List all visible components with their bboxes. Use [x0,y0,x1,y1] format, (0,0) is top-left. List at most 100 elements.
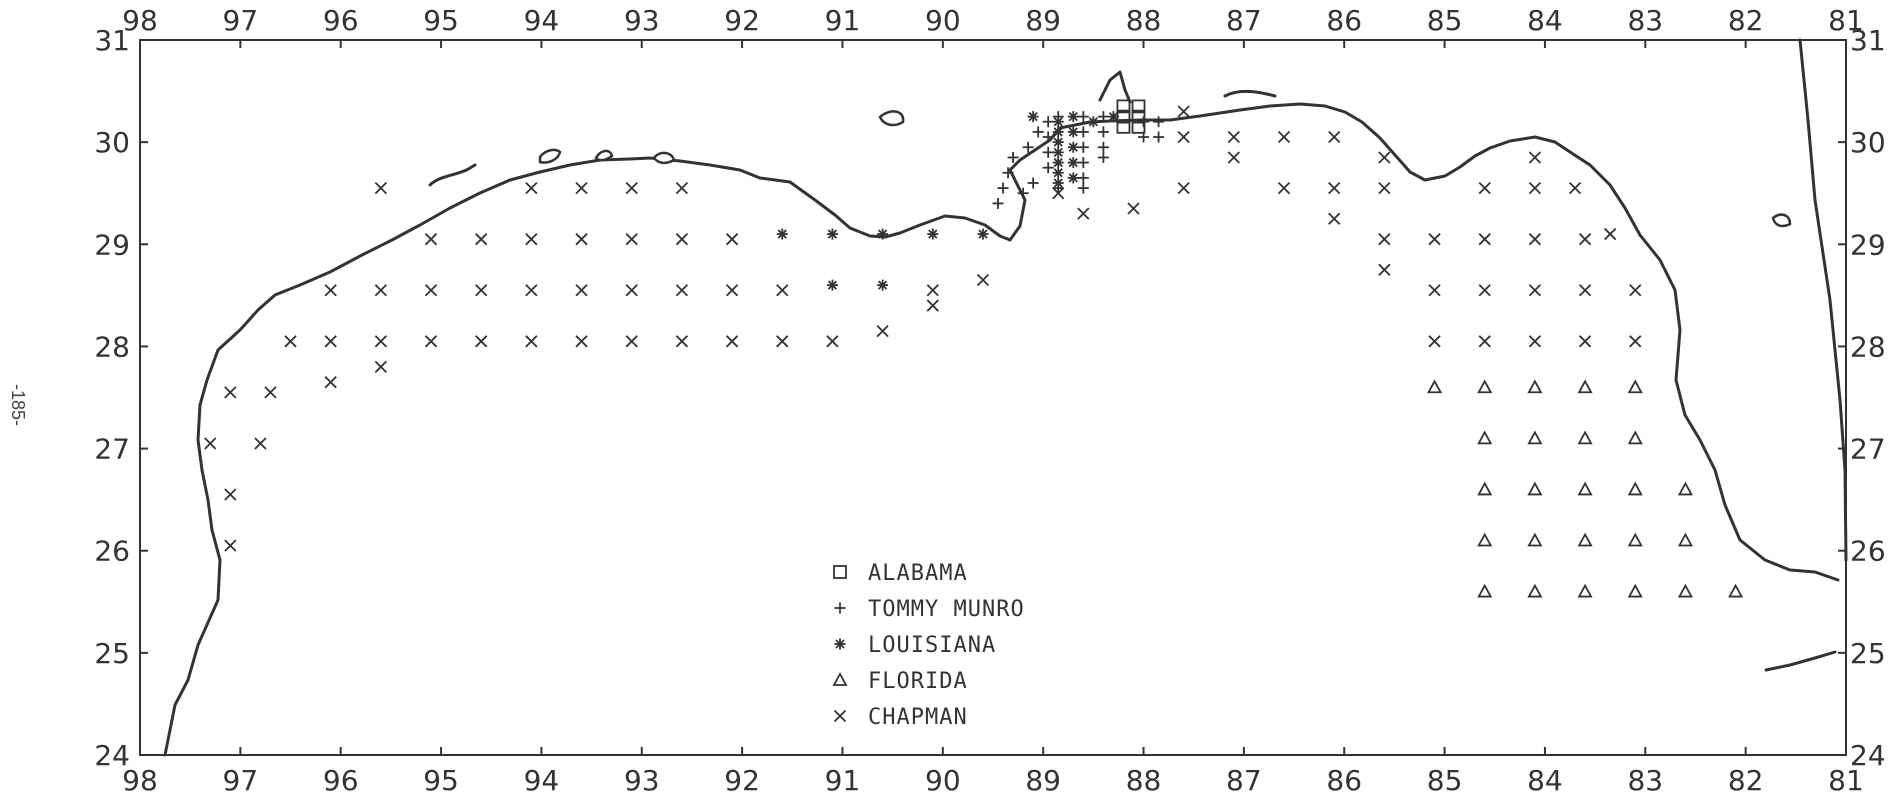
station-marker [1528,151,1542,164]
station-marker [826,279,838,291]
station-marker [1017,187,1029,199]
legend-symbol-triangle [832,672,848,686]
y-tick-label-left: 25 [94,637,130,670]
station-marker [877,279,889,291]
x-tick-label-top: 91 [825,4,861,37]
legend-label: TOMMY MUNRO [868,597,1025,622]
station-marker [1527,583,1543,598]
station-marker [1116,119,1131,134]
station-marker [1153,116,1165,128]
legend-label: FLORIDA [868,669,968,694]
x-tick-label-bottom: 81 [1828,764,1864,797]
station-marker [1107,111,1119,123]
station-marker [1378,263,1391,276]
station-marker [525,233,538,246]
station-marker [1478,284,1491,297]
x-tick-label-top: 84 [1527,4,1563,37]
station-marker [1116,99,1131,114]
x-tick-label-bottom: 85 [1427,764,1463,797]
station-marker [1527,481,1543,496]
x-tick-label-bottom: 98 [122,764,158,797]
x-tick-label-bottom: 91 [825,764,861,797]
station-marker [1052,116,1064,128]
station-marker [224,539,237,552]
station-marker [725,335,739,348]
station-points [204,99,1744,598]
x-tick-label-top: 83 [1627,4,1663,37]
station-marker [1627,481,1643,496]
station-marker [776,284,789,297]
station-marker [625,233,638,246]
station-marker [1077,141,1089,153]
station-marker [1477,481,1493,496]
station-marker [926,284,939,297]
station-marker [1677,532,1693,547]
legend-label: CHAPMAN [868,705,968,730]
station-marker [1627,583,1643,598]
station-marker [424,284,438,297]
series-tommy-munro [992,111,1165,209]
station-marker [1378,181,1391,195]
x-tick-label-top: 88 [1126,4,1162,37]
x-tick-label-bottom: 88 [1126,764,1162,797]
y-tick-label-left: 30 [94,126,130,159]
station-marker [1428,335,1441,348]
station-marker [1042,146,1054,158]
y-axis-right: 31 30 29 28 27 26 25 24 [1838,24,1886,772]
station-marker [977,228,989,240]
y-tick-label-right: 30 [1850,126,1886,159]
station-marker [525,335,538,348]
x-tick-label-bottom: 95 [423,764,459,797]
station-marker [1227,130,1240,144]
x-tick-label-top: 87 [1226,4,1262,37]
station-marker [1577,532,1593,547]
x-tick-label-top: 98 [122,4,158,37]
y-tick-label-left: 27 [94,433,130,466]
station-marker [525,284,538,297]
station-marker [1002,167,1014,179]
station-marker [1578,335,1592,348]
station-marker [575,181,588,195]
station-marker [1077,111,1089,123]
station-marker [324,335,337,348]
station-marker [1577,430,1593,445]
station-marker [877,228,889,240]
x-tick-label-bottom: 89 [1025,764,1061,797]
station-marker [1577,481,1593,496]
station-marker [1052,167,1064,179]
y-tick-label-right: 31 [1850,24,1886,57]
x-tick-label-bottom: 92 [724,764,760,797]
station-marker [826,228,838,240]
station-marker [1052,136,1064,148]
station-marker [1042,116,1054,128]
station-marker [1428,284,1441,297]
station-marker [1378,233,1391,246]
legend-symbol-plus [834,602,846,614]
station-marker [1138,131,1150,143]
station-marker [1042,162,1054,174]
legend-label: ALABAMA [868,561,968,586]
station-marker [1077,157,1089,169]
station-marker [324,284,337,297]
legend-symbol-x [833,709,847,723]
station-marker [926,299,939,312]
station-marker [1578,233,1592,246]
station-marker [475,233,488,246]
station-marker [1052,177,1064,189]
station-marker [725,233,739,246]
station-marker [1528,181,1542,195]
station-marker [224,488,237,501]
map-frame [139,39,1847,756]
y-tick-label-right: 26 [1850,535,1886,568]
x-tick-label-bottom: 82 [1728,764,1764,797]
station-marker [625,284,638,297]
station-marker [1052,146,1064,158]
station-marker [1177,130,1190,144]
y-tick-label-left: 31 [94,24,130,57]
y-tick-label-left: 29 [94,228,130,261]
x-tick-label-bottom: 90 [925,764,961,797]
station-marker [1097,126,1109,138]
station-marker [1138,116,1150,128]
station-marker [1067,141,1079,153]
